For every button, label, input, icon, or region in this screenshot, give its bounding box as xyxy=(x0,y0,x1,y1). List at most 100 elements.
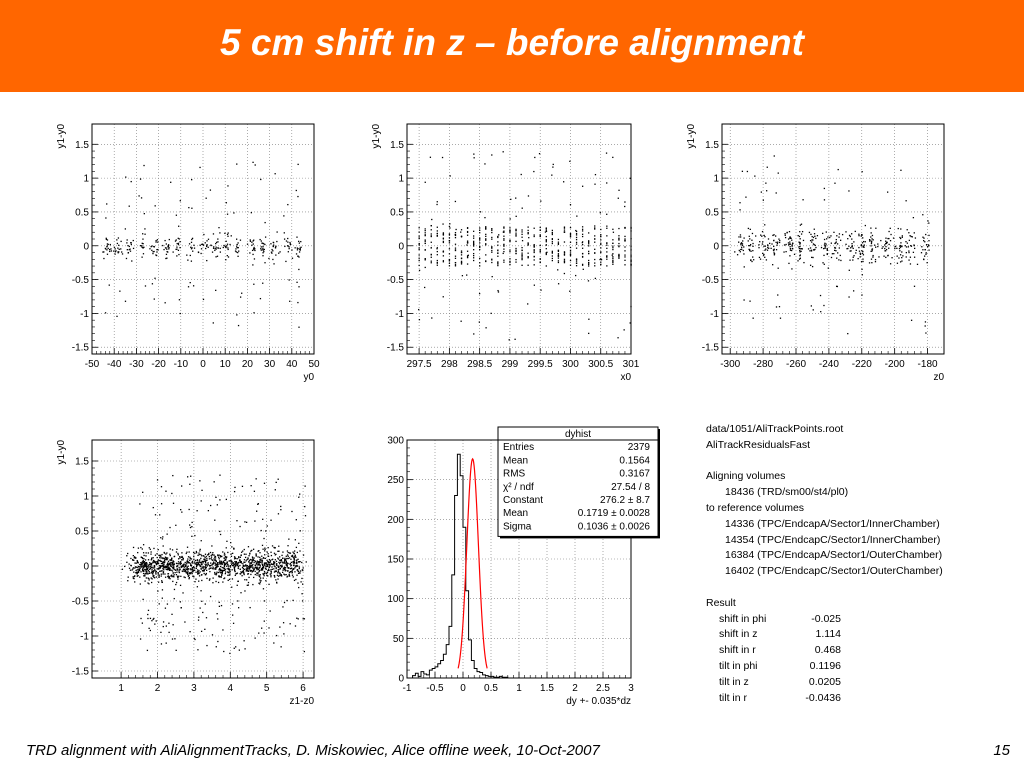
data-point xyxy=(230,559,232,561)
data-point xyxy=(249,239,251,241)
data-point xyxy=(163,564,165,566)
data-point xyxy=(153,565,155,567)
data-point xyxy=(826,253,828,255)
data-point xyxy=(533,284,536,286)
data-point xyxy=(284,562,286,564)
data-point xyxy=(280,509,282,511)
data-point xyxy=(205,572,208,575)
data-point xyxy=(869,240,871,242)
y-tick-label: 1 xyxy=(83,492,89,503)
data-points xyxy=(121,474,307,655)
data-point xyxy=(160,503,163,505)
data-point xyxy=(630,305,632,308)
data-point xyxy=(302,618,304,620)
data-point xyxy=(165,253,168,256)
data-point xyxy=(448,259,451,261)
x-tick-label: -300 xyxy=(720,359,740,370)
data-point xyxy=(187,259,189,261)
data-point xyxy=(261,561,263,563)
data-point xyxy=(200,563,203,565)
data-point xyxy=(491,236,493,239)
data-point xyxy=(557,238,560,241)
y-tick-label: 1 xyxy=(83,174,89,185)
data-point xyxy=(894,247,896,250)
result-row: tilt in phi 0.1196 xyxy=(706,659,943,675)
data-point xyxy=(168,569,171,571)
data-point xyxy=(762,254,765,256)
data-point xyxy=(630,260,632,262)
data-point xyxy=(150,559,152,561)
data-point xyxy=(110,248,112,250)
data-point xyxy=(125,257,128,260)
data-point xyxy=(749,238,751,240)
data-point xyxy=(293,557,295,560)
data-point xyxy=(600,228,602,231)
stats-label: Sigma xyxy=(503,521,532,532)
data-point xyxy=(503,227,505,229)
data-point xyxy=(551,231,553,234)
data-point xyxy=(262,247,264,249)
data-point xyxy=(142,247,144,249)
data-point xyxy=(176,246,178,248)
data-point xyxy=(767,238,770,240)
data-point xyxy=(539,251,541,253)
data-point xyxy=(199,480,201,482)
data-point xyxy=(784,234,786,236)
data-point xyxy=(588,259,590,262)
data-point xyxy=(885,246,887,248)
data-point xyxy=(436,248,438,250)
data-point xyxy=(223,563,226,565)
data-point xyxy=(226,245,228,247)
data-point xyxy=(190,571,192,574)
data-point xyxy=(885,242,887,245)
data-point xyxy=(161,562,164,565)
data-point xyxy=(899,246,902,248)
data-point xyxy=(198,575,201,577)
data-point xyxy=(848,234,851,237)
data-point xyxy=(286,564,288,567)
data-point xyxy=(914,237,917,239)
data-point xyxy=(170,181,172,183)
data-point xyxy=(215,241,218,244)
data-point xyxy=(152,559,155,562)
data-point xyxy=(227,579,229,582)
data-point xyxy=(298,326,300,328)
data-point xyxy=(242,563,244,565)
data-point xyxy=(159,555,161,557)
data-point xyxy=(778,305,781,308)
data-point xyxy=(581,228,584,230)
data-point xyxy=(772,264,774,266)
data-point xyxy=(899,254,902,256)
data-point xyxy=(162,557,164,560)
data-point xyxy=(204,603,206,605)
data-point xyxy=(262,556,265,559)
data-point xyxy=(209,570,211,573)
data-point xyxy=(823,304,825,307)
data-point xyxy=(261,563,264,566)
data-point xyxy=(299,530,301,532)
data-point xyxy=(166,257,168,259)
data-point xyxy=(266,574,268,577)
data-point xyxy=(218,561,220,564)
data-point xyxy=(262,577,264,579)
data-point xyxy=(236,563,238,565)
data-point xyxy=(776,242,779,245)
data-point xyxy=(247,573,249,575)
data-point xyxy=(563,241,566,243)
data-point xyxy=(277,570,280,572)
data-point xyxy=(187,476,189,478)
data-point xyxy=(791,247,794,250)
data-point xyxy=(247,573,250,575)
data-point xyxy=(160,562,163,565)
data-point xyxy=(161,589,164,591)
data-point xyxy=(836,235,838,237)
data-point xyxy=(163,563,165,565)
data-point xyxy=(152,576,155,578)
data-point xyxy=(167,567,170,569)
data-point xyxy=(152,575,154,577)
data-point xyxy=(268,583,270,586)
data-point xyxy=(140,197,143,199)
data-point xyxy=(472,235,475,237)
data-point xyxy=(775,241,777,244)
